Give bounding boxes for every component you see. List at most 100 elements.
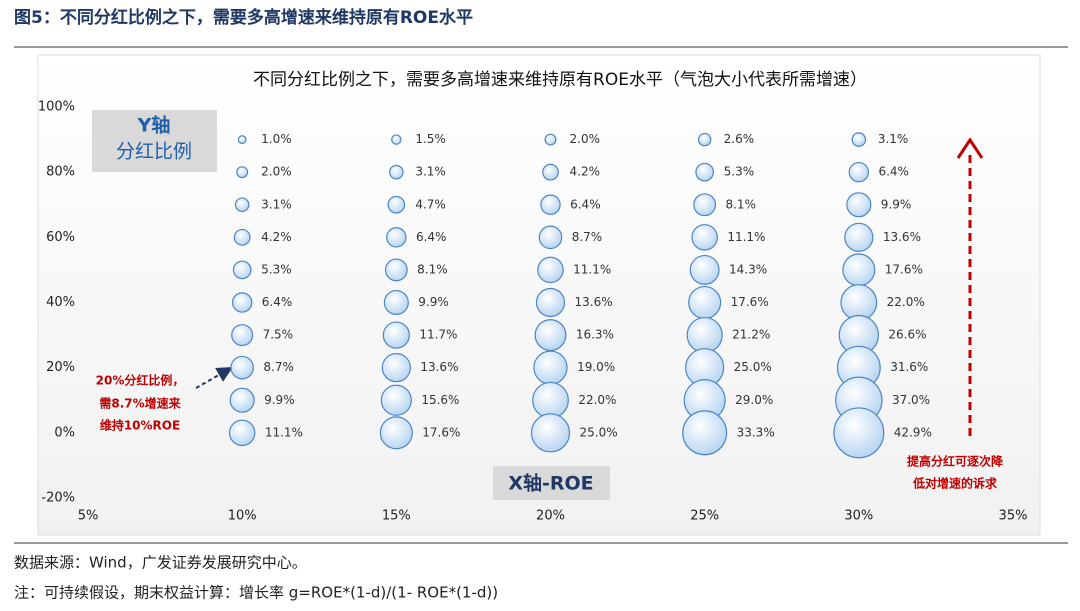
x-tick-label: 25% — [690, 509, 719, 524]
data-label: 2.0% — [261, 165, 292, 179]
data-label: 42.9% — [894, 425, 932, 439]
data-label: 26.6% — [888, 328, 926, 342]
bubble — [844, 222, 874, 252]
x-tick-label: 30% — [844, 509, 873, 524]
bubble — [380, 384, 412, 416]
data-label: 13.6% — [420, 360, 458, 374]
bubble — [697, 132, 712, 147]
y-tick-label: -20% — [41, 491, 75, 506]
data-label: 2.0% — [570, 132, 601, 146]
bubble — [686, 316, 723, 354]
data-label: 31.6% — [890, 360, 928, 374]
page-title: 图5：不同分红比例之下，需要多高增速来维持原有ROE水平 — [14, 7, 473, 28]
bubble — [544, 133, 557, 146]
bubble — [535, 287, 566, 318]
bubble — [389, 164, 404, 180]
data-label: 3.1% — [415, 165, 446, 179]
data-label: 37.0% — [892, 393, 930, 407]
bubble — [384, 258, 408, 282]
data-label: 15.6% — [421, 393, 459, 407]
y-tick-label: 100% — [38, 100, 75, 115]
bubble — [237, 135, 247, 144]
bubble — [231, 292, 253, 313]
data-label: 1.5% — [415, 132, 446, 146]
data-label: 6.4% — [416, 230, 447, 244]
data-label: 17.6% — [422, 425, 460, 439]
data-label: 13.6% — [883, 230, 921, 244]
bubble — [391, 134, 402, 145]
bubble — [846, 192, 872, 218]
x-tick-label: 5% — [78, 509, 99, 524]
data-label: 8.1% — [725, 197, 756, 211]
data-label: 19.0% — [577, 360, 615, 374]
data-label: 6.4% — [570, 197, 601, 211]
data-label: 9.9% — [264, 393, 295, 407]
y-tick-label: 60% — [46, 230, 75, 245]
data-label: 4.2% — [261, 230, 292, 244]
data-label: 7.5% — [263, 328, 294, 342]
bubble — [689, 254, 720, 285]
bubble — [229, 387, 255, 413]
data-label: 33.3% — [737, 425, 775, 439]
annotation-arrow — [195, 367, 233, 389]
data-label: 8.1% — [417, 262, 448, 276]
data-label: 6.4% — [262, 295, 293, 309]
bubble — [381, 353, 411, 383]
data-label: 8.7% — [572, 230, 603, 244]
annotation: 提高分红可逐次降 — [907, 454, 1004, 469]
data-label: 3.1% — [261, 197, 292, 211]
bubble — [540, 194, 561, 215]
data-label: 2.6% — [724, 132, 755, 146]
data-label: 9.9% — [418, 295, 449, 309]
source: 数据来源：Wind，广发证券发展研究中心。 — [14, 554, 307, 572]
data-label: 22.0% — [887, 295, 925, 309]
bubble — [842, 253, 876, 287]
data-label: 11.7% — [419, 328, 457, 342]
data-label: 22.0% — [578, 393, 616, 407]
chart-title: 不同分红比例之下，需要多高增速来维持原有ROE水平（气泡大小代表所需增速） — [253, 70, 867, 90]
x-label-box — [493, 466, 610, 500]
bubble — [693, 193, 717, 217]
data-label: 17.6% — [885, 262, 923, 276]
bubble — [234, 197, 250, 213]
x-tick-label: 35% — [999, 509, 1028, 524]
bubble — [228, 419, 256, 447]
data-label: 5.3% — [261, 262, 292, 276]
y-label-box — [92, 110, 217, 172]
bubble — [379, 416, 413, 450]
data-label: 3.1% — [878, 132, 909, 146]
x-axis-label: X轴-ROE — [508, 472, 593, 495]
bubble — [833, 407, 885, 459]
data-label: 13.6% — [575, 295, 613, 309]
data-label: 16.3% — [576, 328, 614, 342]
data-label: 4.2% — [570, 165, 601, 179]
bubble — [236, 166, 249, 179]
x-tick-label: 10% — [228, 509, 257, 524]
data-label: 6.4% — [878, 165, 909, 179]
data-label: 1.0% — [261, 132, 292, 146]
data-label: 11.1% — [265, 425, 303, 439]
data-label: 25.0% — [580, 425, 618, 439]
y-tick-label: 80% — [46, 165, 75, 180]
annotation: 维持10%ROE — [100, 418, 180, 433]
data-label: 9.9% — [881, 197, 912, 211]
y-axis-label: 分红比例 — [116, 141, 192, 163]
bubble — [230, 355, 254, 380]
data-label: 11.1% — [727, 230, 765, 244]
bubble — [534, 319, 567, 352]
bubble — [231, 324, 254, 347]
data-label: 17.6% — [731, 295, 769, 309]
bubble — [233, 228, 251, 246]
y-axis-label: Y轴 — [137, 114, 171, 137]
bubble — [851, 132, 867, 147]
bubble — [532, 381, 569, 419]
data-label: 5.3% — [724, 165, 755, 179]
bubble — [383, 289, 409, 316]
bubble — [386, 227, 407, 248]
bubble — [537, 256, 564, 284]
bubble — [538, 225, 563, 250]
annotation: 需8.7%增速来 — [99, 396, 181, 411]
bubble — [530, 413, 571, 453]
y-tick-label: 0% — [54, 425, 75, 440]
